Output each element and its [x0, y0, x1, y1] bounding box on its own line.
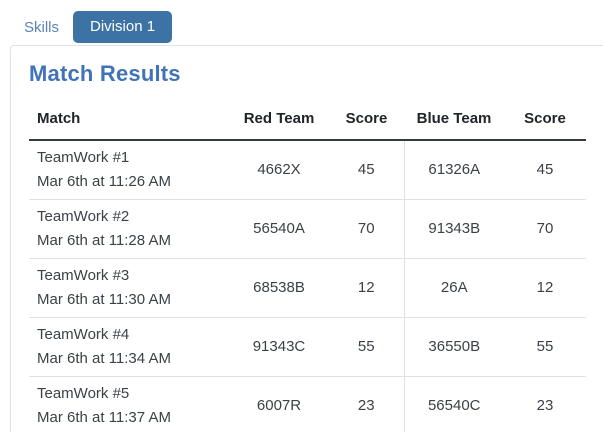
column-header-blue-team: Blue Team	[404, 100, 504, 141]
match-name: TeamWork #3	[37, 267, 130, 284]
blue-team-number: 91343B	[403, 199, 504, 259]
column-header-red-team: Red Team	[229, 100, 329, 141]
column-header-red-score: Score	[329, 100, 404, 141]
tab-bar: Skills Division 1	[0, 0, 603, 45]
blue-team-number: 56540C	[403, 376, 504, 432]
red-team-number: 4662X	[229, 140, 329, 200]
match-cell: TeamWork #5 Mar 6th at 11:37 AM	[29, 376, 229, 432]
blue-team-score: 55	[504, 317, 586, 377]
table-row: TeamWork #2 Mar 6th at 11:28 AM 56540A 70 91…	[29, 199, 586, 259]
red-team-number: 68538B	[229, 258, 329, 318]
blue-team-score: 23	[504, 376, 586, 432]
red-team-score: 70	[329, 199, 404, 259]
match-name: TeamWork #1	[37, 149, 130, 166]
red-team-number: 91343C	[229, 317, 329, 377]
match-results-panel: Match Results Match Red Team Score Blue …	[10, 45, 603, 432]
red-team-score: 23	[329, 376, 404, 432]
tab-skills[interactable]: Skills	[24, 18, 60, 36]
tab-division-1[interactable]: Division 1	[73, 11, 173, 43]
red-team-score: 12	[329, 258, 404, 318]
match-time: Mar 6th at 11:28 AM	[37, 232, 171, 249]
match-results-table: Match Red Team Score Blue Team Score Tea…	[29, 100, 586, 432]
red-team-score: 45	[329, 140, 404, 200]
red-team-number: 6007R	[229, 376, 329, 432]
table-header-row: Match Red Team Score Blue Team Score	[29, 100, 586, 141]
match-name: TeamWork #4	[37, 326, 130, 343]
match-cell: TeamWork #1 Mar 6th at 11:26 AM	[29, 140, 229, 200]
red-team-score: 55	[329, 317, 404, 377]
table-row: TeamWork #3 Mar 6th at 11:30 AM 68538B 12 26…	[29, 258, 586, 318]
blue-team-score: 70	[504, 199, 586, 259]
red-team-number: 56540A	[229, 199, 329, 259]
match-name: TeamWork #5	[37, 385, 130, 402]
match-cell: TeamWork #2 Mar 6th at 11:28 AM	[29, 199, 229, 259]
match-cell: TeamWork #3 Mar 6th at 11:30 AM	[29, 258, 229, 318]
page-title: Match Results	[29, 61, 181, 86]
match-time: Mar 6th at 11:34 AM	[37, 350, 171, 367]
blue-team-score: 45	[504, 140, 586, 200]
blue-team-score: 12	[504, 258, 586, 318]
blue-team-number: 26A	[403, 258, 504, 318]
table-row: TeamWork #1 Mar 6th at 11:26 AM 4662X 45 613…	[29, 140, 586, 200]
match-time: Mar 6th at 11:30 AM	[37, 291, 171, 308]
match-cell: TeamWork #4 Mar 6th at 11:34 AM	[29, 317, 229, 377]
table-row: TeamWork #4 Mar 6th at 11:34 AM 91343C 55 36…	[29, 317, 586, 377]
match-time: Mar 6th at 11:26 AM	[37, 173, 171, 190]
blue-team-number: 36550B	[403, 317, 504, 377]
table-body: TeamWork #1 Mar 6th at 11:26 AM 4662X 45 613…	[29, 140, 586, 432]
table-row: TeamWork #5 Mar 6th at 11:37 AM 6007R 23 565…	[29, 376, 586, 432]
match-name: TeamWork #2	[37, 208, 130, 225]
column-header-blue-score: Score	[504, 100, 586, 141]
match-time: Mar 6th at 11:37 AM	[37, 409, 171, 426]
blue-team-number: 61326A	[403, 140, 504, 200]
column-header-match: Match	[29, 100, 229, 141]
